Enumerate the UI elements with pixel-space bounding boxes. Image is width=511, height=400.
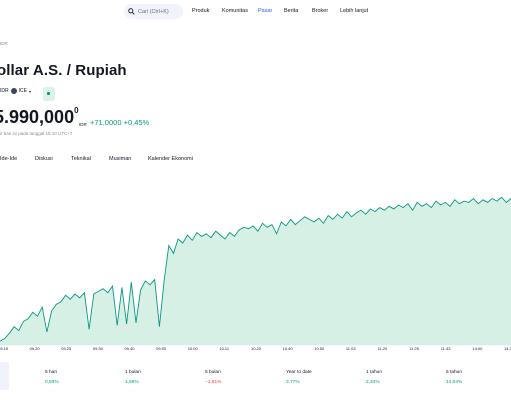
x-tick-label: 11.03 — [345, 346, 356, 351]
x-tick-label: 10.50 — [314, 346, 325, 351]
x-tick-label: 14.00 — [472, 346, 483, 351]
x-tick-label: 09.25 — [61, 346, 72, 351]
price-main: 5.990,000 — [0, 107, 75, 127]
performance-value: 14,04% — [446, 380, 463, 385]
price-line — [0, 196, 511, 342]
nav-komunitas[interactable]: Komunitas — [222, 8, 248, 14]
x-tick-label: 10.00 — [187, 346, 198, 351]
breadcrumb[interactable]: IDR — [0, 41, 8, 46]
x-tick-label: 14.30 — [504, 346, 511, 351]
price-area-fill — [0, 197, 511, 345]
x-tick-label: 10.20 — [251, 346, 262, 351]
nav-berita[interactable]: Berita — [284, 8, 299, 14]
nav-lebih-lanjut[interactable]: Lebih lanjut — [340, 8, 369, 14]
symbol-chips: IDR ICE ▾ — [0, 88, 31, 94]
tab-kalender-ekonomi[interactable]: Kalender Ekonomi — [148, 156, 193, 162]
symbol-tabs: Ide-Ide Diskusi Teknikal Musiman Kalende… — [0, 156, 511, 170]
x-tick-label: 10.11 — [219, 346, 230, 351]
x-tick-label: 11.20 — [377, 346, 388, 351]
price-value: 5.990,0000 — [0, 106, 79, 128]
price-chart[interactable] — [0, 180, 511, 360]
tab-musiman[interactable]: Musiman — [109, 156, 132, 162]
x-tick-label: 09.30 — [92, 346, 103, 351]
performance-cell[interactable]: 5 hari 0,93% — [45, 370, 59, 385]
source-label: ICE — [18, 88, 27, 94]
performance-label: Year to date — [286, 370, 312, 375]
performance-value: −1,81% — [205, 380, 222, 385]
performance-cell[interactable]: 1 tahun 2,34% — [366, 370, 382, 385]
performance-label: 1 bulan — [125, 370, 141, 375]
tab-teknikal[interactable]: Teknikal — [71, 156, 91, 162]
nav-pasar[interactable]: Pasar — [258, 8, 273, 14]
price-superscript: 0 — [74, 106, 79, 115]
page-title: ollar A.S. / Rupiah — [0, 62, 127, 79]
performance-label: 6 bulan — [205, 370, 221, 375]
performance-label: 5 tahun — [446, 370, 463, 375]
performance-value: 1,59% — [125, 380, 139, 385]
performance-label: 1 tahun — [366, 370, 383, 375]
nav-produk[interactable]: Produk — [192, 8, 210, 14]
currency-label: IDR — [79, 122, 87, 127]
nav-broker[interactable]: Broker — [312, 8, 329, 14]
tab-ide-ide[interactable]: Ide-Ide — [0, 156, 18, 162]
x-tick-label: 10.40 — [282, 346, 293, 351]
performance-label: 5 hari — [45, 370, 57, 375]
chevron-down-icon: ▾ — [28, 88, 31, 94]
ticker-chip[interactable]: IDR ICE ▾ — [0, 88, 31, 94]
search-input[interactable]: Cari (Ctrl+K) — [124, 4, 183, 19]
ticker-label: IDR — [0, 88, 9, 94]
performance-cell[interactable]: 5 tahun 14,04% — [446, 370, 462, 385]
x-tick-label: 09.40 — [124, 346, 135, 351]
search-icon — [128, 8, 135, 15]
performance-cell[interactable]: Year to date 3,77% — [286, 370, 312, 385]
performance-selected-cell[interactable] — [0, 362, 9, 390]
x-tick-label: 09.20 — [29, 346, 40, 351]
top-bar: Cari (Ctrl+K) Produk Komunitas Pasar Ber… — [0, 0, 511, 24]
tab-diskusi[interactable]: Diskusi — [35, 156, 53, 162]
x-tick-label: 11.25 — [409, 346, 419, 351]
market-status-badge[interactable] — [43, 87, 55, 101]
price-change: +71,0000 +0,45% — [90, 118, 150, 127]
performance-cell[interactable]: 6 bulan −1,81% — [205, 370, 221, 385]
time-note: ir hari ini pada tanggal 15:10 UTC+7 — [0, 131, 73, 136]
x-tick-label: 09.15 — [0, 346, 9, 351]
performance-value: 2,34% — [366, 380, 380, 385]
performance-value: 0,93% — [45, 380, 59, 385]
x-tick-label: 09.50 — [156, 346, 167, 351]
x-tick-label: 11.43 — [440, 346, 451, 351]
search-placeholder: Cari (Ctrl+K) — [138, 8, 169, 15]
performance-value: 3,77% — [286, 380, 300, 385]
performance-cell[interactable]: 1 bulan 1,59% — [125, 370, 141, 385]
exchange-logo-icon — [10, 88, 17, 94]
